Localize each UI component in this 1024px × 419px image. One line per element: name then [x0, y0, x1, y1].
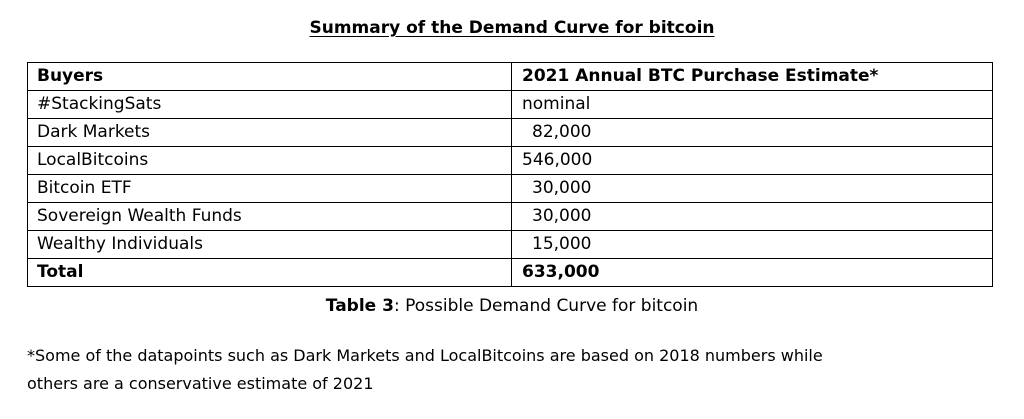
page-title: Summary of the Demand Curve for bitcoin [0, 18, 1024, 38]
table-row: #StackingSats nominal [27, 90, 993, 119]
table-row: LocalBitcoins 546,000 [27, 146, 993, 175]
buyer-cell: Wealthy Individuals [27, 230, 512, 259]
table-caption: Table 3: Possible Demand Curve for bitco… [0, 296, 1024, 316]
estimate-cell: nominal [511, 90, 993, 119]
table-header-row: Buyers 2021 Annual BTC Purchase Estimate… [27, 62, 993, 91]
header-estimate: 2021 Annual BTC Purchase Estimate* [511, 62, 993, 91]
buyer-cell: Bitcoin ETF [27, 174, 512, 203]
table-row: Sovereign Wealth Funds 30,000 [27, 202, 993, 231]
footnote-line-1: *Some of the datapoints such as Dark Mar… [27, 346, 823, 365]
estimate-cell: 82,000 [511, 118, 993, 147]
buyer-cell: LocalBitcoins [27, 146, 512, 175]
caption-label: Table 3 [325, 296, 394, 316]
title-text: Summary of the Demand Curve for bitcoin [309, 18, 715, 38]
demand-table: Buyers 2021 Annual BTC Purchase Estimate… [27, 62, 993, 287]
buyer-cell: Sovereign Wealth Funds [27, 202, 512, 231]
table-row: Dark Markets 82,000 [27, 118, 993, 147]
table-total-row: Total 633,000 [27, 258, 993, 287]
caption-text: : Possible Demand Curve for bitcoin [393, 296, 699, 316]
total-label: Total [27, 258, 512, 287]
footnote: *Some of the datapoints such as Dark Mar… [27, 342, 987, 398]
footnote-line-2: others are a conservative estimate of 20… [27, 374, 374, 393]
buyer-cell: #StackingSats [27, 90, 512, 119]
estimate-cell: 15,000 [511, 230, 993, 259]
table-row: Bitcoin ETF 30,000 [27, 174, 993, 203]
estimate-cell: 546,000 [511, 146, 993, 175]
estimate-cell: 30,000 [511, 174, 993, 203]
estimate-cell: 30,000 [511, 202, 993, 231]
header-buyers: Buyers [27, 62, 512, 91]
buyer-cell: Dark Markets [27, 118, 512, 147]
table-row: Wealthy Individuals 15,000 [27, 230, 993, 259]
total-value: 633,000 [511, 258, 993, 287]
